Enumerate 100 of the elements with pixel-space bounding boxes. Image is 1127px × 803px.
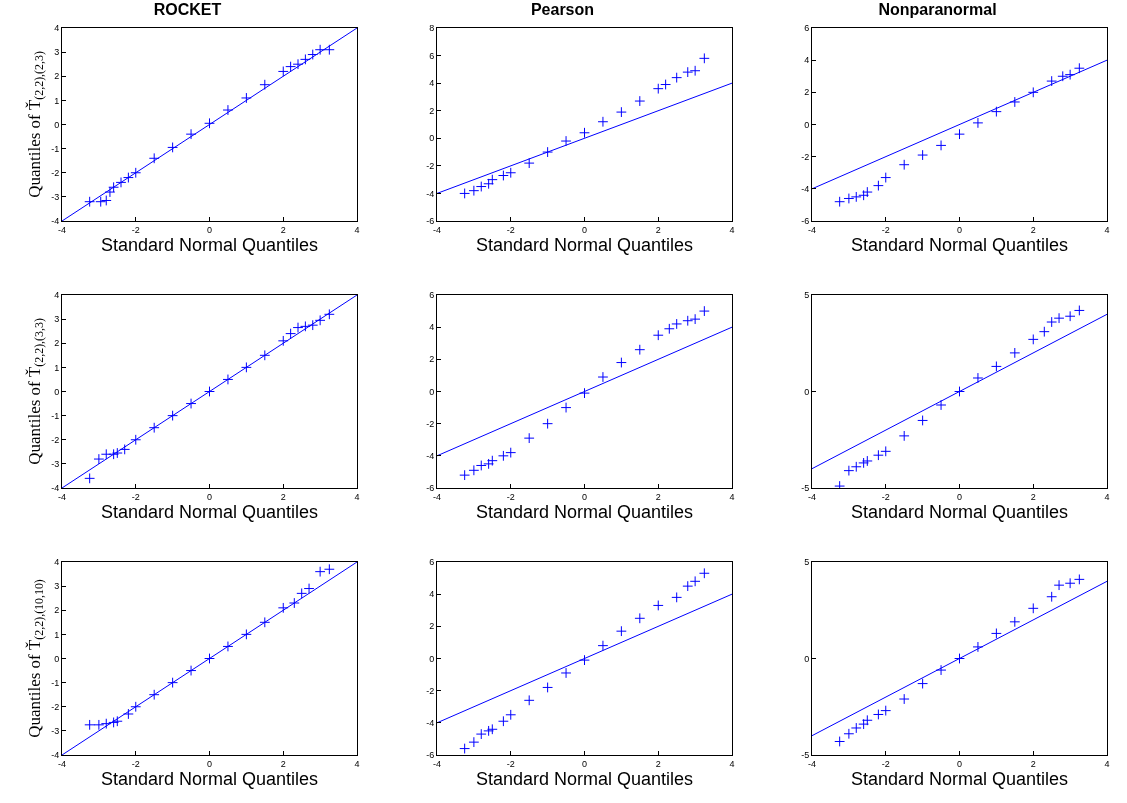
point <box>972 641 984 653</box>
point <box>505 709 517 721</box>
point <box>698 567 710 579</box>
point <box>634 95 646 107</box>
point <box>185 128 197 140</box>
point <box>843 193 855 204</box>
x-tick-label: 2 <box>655 224 661 235</box>
x-tick-label: -2 <box>506 758 515 769</box>
point <box>917 678 929 689</box>
point <box>898 159 910 171</box>
point <box>990 628 1002 639</box>
point <box>292 322 304 333</box>
y-tick-label: 3 <box>54 314 60 325</box>
point <box>277 602 289 614</box>
point <box>542 418 554 430</box>
y-tick-label: -4 <box>801 183 810 194</box>
x-tick-label: 2 <box>1030 224 1036 235</box>
point <box>167 677 179 689</box>
y-tick-label: -1 <box>51 143 60 154</box>
point <box>93 719 105 731</box>
point <box>634 612 646 624</box>
point <box>698 52 710 64</box>
y-tick-label: 2 <box>804 87 810 98</box>
point <box>850 461 862 473</box>
y-tick-label: -6 <box>426 216 435 227</box>
point <box>323 563 335 575</box>
point <box>314 314 326 326</box>
y-tick-label: 6 <box>429 557 435 568</box>
point <box>475 181 487 192</box>
point <box>148 422 160 434</box>
point <box>1046 75 1058 87</box>
point <box>898 693 910 705</box>
y-tick-label: 0 <box>804 386 810 397</box>
y-tick-label: 1 <box>54 95 60 106</box>
point <box>1027 333 1039 345</box>
y-tick-label: -6 <box>426 483 435 494</box>
x-tick-label: 0 <box>581 758 588 769</box>
point <box>1073 62 1085 74</box>
y-tick-label: -1 <box>51 677 60 688</box>
point <box>130 167 142 179</box>
point <box>698 305 710 317</box>
point <box>84 472 96 484</box>
point <box>972 372 984 384</box>
point <box>1064 577 1076 589</box>
point <box>104 186 116 198</box>
point <box>579 654 590 666</box>
point <box>652 600 664 611</box>
x-tick-label: 2 <box>280 758 286 769</box>
point <box>277 335 289 347</box>
point <box>84 719 96 731</box>
y-tick-label: -4 <box>51 750 60 761</box>
point <box>130 434 142 446</box>
point <box>850 722 862 734</box>
point <box>100 718 112 730</box>
point <box>579 387 590 399</box>
point <box>299 320 311 332</box>
point <box>671 72 683 84</box>
x-axis-title: Standard Normal Quantiles <box>475 768 694 789</box>
point <box>204 117 215 129</box>
y-tick-label: 2 <box>54 605 60 616</box>
point <box>505 447 517 459</box>
point <box>1046 316 1058 328</box>
x-tick-label: 2 <box>1030 491 1036 502</box>
chart-title: ROCKET <box>153 1 222 19</box>
y-tick-label: 0 <box>429 653 435 664</box>
point <box>185 665 197 676</box>
x-tick-label: 4 <box>1104 491 1110 502</box>
point <box>459 743 471 754</box>
y-tick-label: 0 <box>429 133 435 144</box>
x-tick-label: 4 <box>729 758 735 769</box>
point <box>1027 86 1039 98</box>
chart-title: Pearson <box>530 1 595 19</box>
y-tick-label: 0 <box>54 386 60 397</box>
point <box>84 196 96 208</box>
point <box>185 398 197 409</box>
point <box>1053 579 1065 591</box>
y-tick-label: -2 <box>426 685 435 696</box>
point <box>130 701 142 713</box>
point <box>597 640 609 652</box>
x-tick-label: 0 <box>206 224 213 235</box>
point <box>880 172 892 183</box>
point <box>468 185 480 197</box>
point <box>652 329 664 341</box>
y-tick-label: -6 <box>426 750 435 761</box>
point <box>468 736 480 748</box>
point <box>259 349 271 361</box>
x-tick-label: -2 <box>881 758 890 769</box>
point <box>560 402 572 413</box>
x-axis-title: Standard Normal Quantiles <box>100 501 319 522</box>
point <box>115 177 127 188</box>
point <box>861 714 873 726</box>
point <box>1046 591 1058 603</box>
point <box>259 79 271 91</box>
point <box>682 315 694 327</box>
x-tick-label: 4 <box>354 224 360 235</box>
y-tick-label: -4 <box>51 216 60 227</box>
point <box>898 430 910 442</box>
y-tick-label: 0 <box>804 653 810 664</box>
x-tick-label: -2 <box>881 491 890 502</box>
point <box>542 682 554 693</box>
